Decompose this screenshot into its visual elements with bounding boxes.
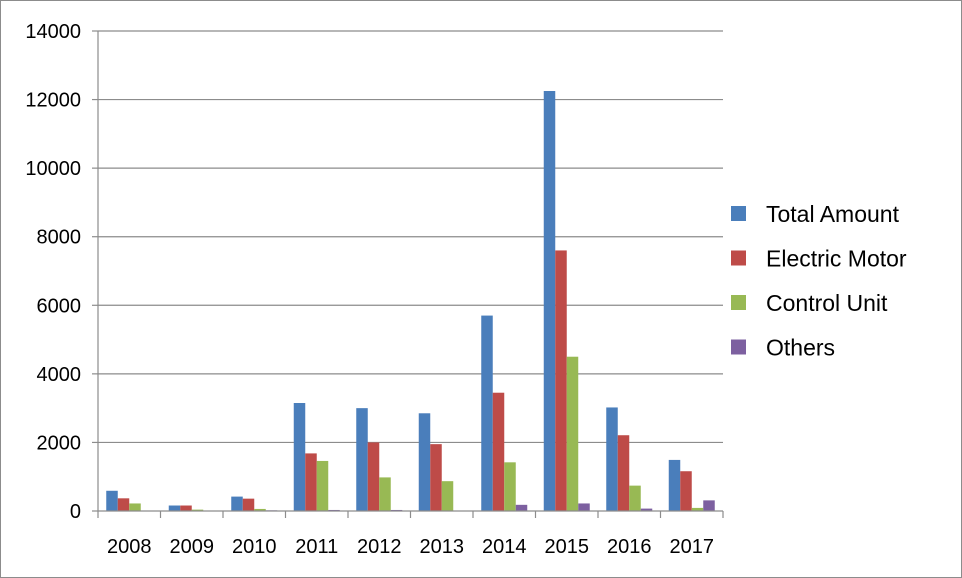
bar-total-amount-2009 <box>168 505 181 511</box>
x-tick-label: 2012 <box>357 536 402 558</box>
x-tick-label: 2017 <box>670 536 715 558</box>
bar-control-unit-2009 <box>191 509 204 511</box>
bar-electric-motor-2010 <box>242 498 255 511</box>
y-tick-label: 4000 <box>37 364 82 386</box>
bar-control-unit-2017 <box>691 507 704 511</box>
bar-electric-motor-2015 <box>555 250 567 511</box>
bar-control-unit-2010 <box>254 508 266 511</box>
y-tick-label: 2000 <box>37 432 82 454</box>
legend-swatch <box>731 206 746 221</box>
bar-others-2015 <box>578 503 590 511</box>
bar-total-amount-2016 <box>606 407 618 511</box>
legend-swatch <box>731 339 746 355</box>
bar-electric-motor-2011 <box>305 453 317 511</box>
y-tick-label: 12000 <box>25 90 81 112</box>
bar-control-unit-2014 <box>504 462 516 511</box>
bar-total-amount-2013 <box>418 413 431 511</box>
bar-electric-motor-2009 <box>180 505 192 511</box>
bar-control-unit-2016 <box>629 485 641 511</box>
x-tick-label: 2010 <box>232 536 277 558</box>
bar-others-2014 <box>515 504 528 511</box>
legend-swatch <box>731 295 746 310</box>
bar-total-amount-2012 <box>356 408 368 511</box>
x-axis-ticks: 2008 2009 2010 2011 2012 2013 2014 2015 2016 2017 <box>97 511 724 558</box>
bar-electric-motor-2012 <box>367 442 380 511</box>
bar-total-amount-2014 <box>481 315 493 511</box>
bar-control-unit-2012 <box>379 477 391 511</box>
bar-electric-motor-2008 <box>117 498 130 511</box>
bar-electric-motor-2013 <box>430 444 442 511</box>
legend: Total Amount Electric Motor Control Unit Ot… <box>731 201 907 361</box>
x-tick-label: 2014 <box>482 536 527 558</box>
bar-electric-motor-2016 <box>617 435 630 511</box>
x-tick-label: 2009 <box>170 536 215 558</box>
legend-swatch <box>731 250 746 266</box>
legend-label: Others <box>766 335 835 361</box>
x-tick-label: 2011 <box>295 536 338 558</box>
bar-others-2017 <box>703 500 715 511</box>
bar-electric-motor-2014 <box>492 392 505 511</box>
bar-control-unit-2011 <box>316 460 329 511</box>
bar-control-unit-2013 <box>441 481 454 511</box>
y-tick-label: 6000 <box>37 295 82 317</box>
legend-label: Total Amount <box>766 201 900 227</box>
bar-control-unit-2008 <box>129 503 141 511</box>
x-tick-label: 2013 <box>420 536 465 558</box>
axes <box>97 31 723 512</box>
bar-control-unit-2015 <box>566 356 579 511</box>
legend-label: Electric Motor <box>766 246 907 272</box>
x-tick-label: 2015 <box>545 536 590 558</box>
x-tick-label: 2016 <box>607 536 652 558</box>
bar-total-amount-2010 <box>231 496 243 511</box>
gridlines <box>98 30 723 444</box>
legend-label: Control Unit <box>766 290 888 316</box>
y-tick-label: 10000 <box>25 158 81 180</box>
bar-others-2016 <box>640 508 653 511</box>
y-tick-label: 14000 <box>25 21 81 43</box>
bar-total-amount-2017 <box>668 459 681 511</box>
bar-total-amount-2015 <box>543 91 556 511</box>
bar-total-amount-2008 <box>106 490 118 511</box>
y-tick-label: 8000 <box>37 227 82 249</box>
y-axis-ticks: 0 2000 4000 6000 8000 10000 12000 14000 <box>25 21 98 523</box>
bar-total-amount-2011 <box>293 403 306 511</box>
bars <box>106 91 715 511</box>
y-tick-label: 0 <box>70 501 81 523</box>
x-tick-label: 2008 <box>107 536 152 558</box>
bar-electric-motor-2017 <box>680 471 692 511</box>
